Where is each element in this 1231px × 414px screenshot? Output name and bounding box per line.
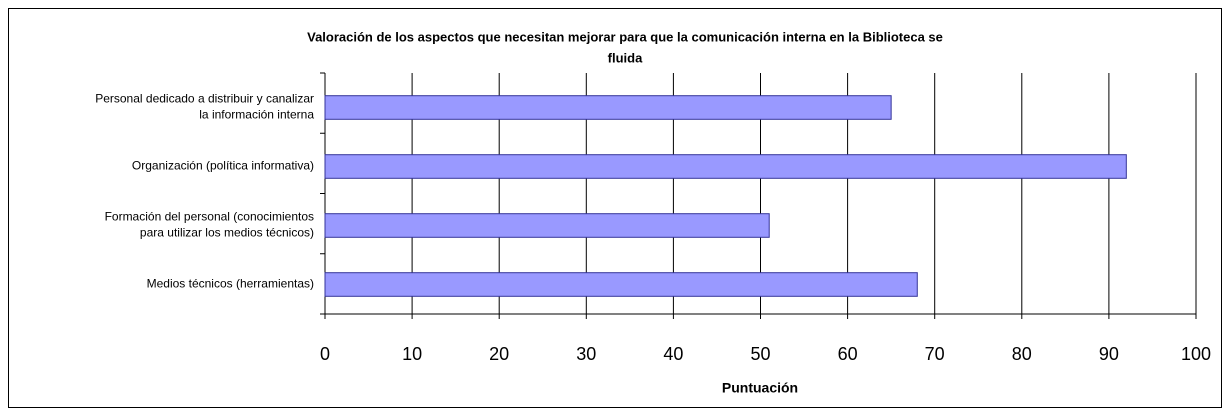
y-tick-label: Medios técnicos (herramientas) bbox=[147, 277, 314, 291]
y-tick-label: Organización (política informativa) bbox=[132, 159, 314, 173]
bar bbox=[324, 213, 770, 238]
x-tick-label: 20 bbox=[489, 344, 509, 364]
x-axis-label: Puntuación bbox=[722, 380, 798, 396]
x-tick-label: 60 bbox=[838, 344, 858, 364]
x-tick-label: 30 bbox=[576, 344, 596, 364]
bar bbox=[324, 95, 892, 120]
x-tick-label: 40 bbox=[663, 344, 683, 364]
bar bbox=[324, 154, 1127, 179]
x-tick-label: 10 bbox=[402, 344, 422, 364]
bar bbox=[324, 272, 918, 297]
chart-frame bbox=[8, 8, 1222, 408]
x-tick-label: 80 bbox=[1012, 344, 1032, 364]
y-tick-label: Personal dedicado a distribuir y canaliz… bbox=[95, 92, 314, 122]
x-tick-label: 100 bbox=[1181, 344, 1211, 364]
x-tick-label: 70 bbox=[925, 344, 945, 364]
x-tick-label: 90 bbox=[1099, 344, 1119, 364]
x-tick-label: 50 bbox=[750, 344, 770, 364]
y-tick-label: Formación del personal (conocimientos par… bbox=[105, 210, 314, 240]
chart-title: Valoración de los aspectos que necesitan… bbox=[307, 30, 943, 66]
x-tick-label: 0 bbox=[320, 344, 330, 364]
